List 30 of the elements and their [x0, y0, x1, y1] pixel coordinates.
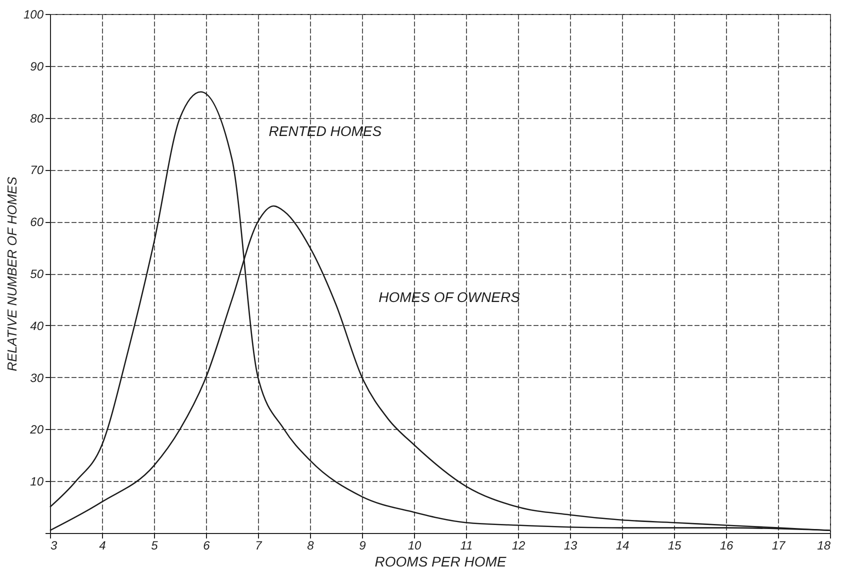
x-tick-label: 4	[99, 538, 106, 552]
x-tick-label: 12	[512, 538, 526, 552]
y-tick-label: 90	[30, 59, 44, 74]
y-tick-label: 50	[30, 267, 44, 281]
x-tick-label: 16	[720, 538, 734, 552]
x-tick-label: 9	[359, 538, 366, 552]
y-tick-label: 80	[30, 111, 44, 126]
x-tick-label: 6	[203, 538, 210, 552]
x-tick-label: 10	[408, 538, 422, 552]
y-tick-label: 60	[30, 215, 44, 230]
y-axis-title: RELATIVE NUMBER OF HOMES	[4, 176, 20, 372]
x-tick-label: 3	[50, 538, 58, 552]
x-tick-label: 5	[151, 538, 158, 552]
x-tick-label: 11	[460, 538, 473, 552]
text: HOMES OF OWNERS	[378, 289, 521, 306]
y-tick-label: 70	[30, 163, 44, 178]
x-tick-label: 13	[564, 538, 578, 552]
y-tick-label: 100	[23, 8, 44, 22]
text: RENTED HOMES	[268, 122, 382, 139]
x-tick-label: 18	[817, 538, 831, 552]
x-tick-label: 14	[616, 538, 630, 552]
x-tick-label: 15	[668, 538, 682, 552]
x-tick-label: 17	[772, 538, 786, 552]
x-tick-label: 7	[255, 538, 264, 552]
y-tick-label: 10	[30, 474, 44, 489]
y-tick-label: 40	[30, 318, 44, 333]
y-tick-label: 20	[29, 422, 44, 437]
x-axis-title: ROOMS PER HOME	[374, 554, 507, 570]
y-tick-label: 30	[30, 370, 44, 385]
x-tick-label: 8	[307, 538, 314, 552]
